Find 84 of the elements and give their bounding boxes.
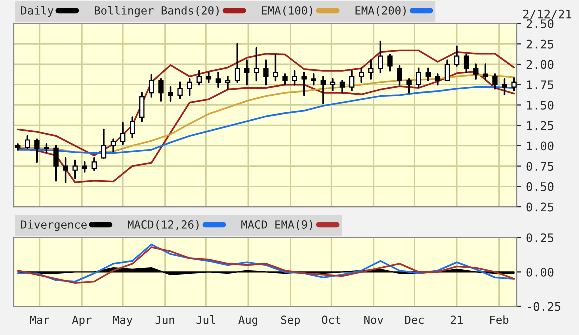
x-tick-label: Sep — [281, 316, 300, 326]
x-tick-label: Mar — [30, 316, 50, 324]
candlestick — [359, 68, 364, 84]
candlestick — [168, 86, 174, 102]
x-tick-label: Aug — [238, 316, 258, 326]
candlestick — [130, 116, 136, 139]
x-tick-label: Jul — [196, 316, 216, 324]
legend-label: EMA(200) — [356, 6, 406, 16]
legend-label: Bollinger Bands(20) — [95, 6, 219, 18]
y-tick-label: 1.50 — [527, 100, 554, 110]
legend-label: Daily — [21, 6, 54, 18]
legend-label: MACD EMA(9) — [242, 220, 312, 230]
candlestick — [225, 76, 231, 90]
candlestick — [149, 74, 154, 98]
x-tick-label: 21 — [451, 316, 463, 324]
candlestick — [416, 68, 422, 88]
y-tick-label: -0.25 — [528, 302, 561, 312]
y-tick-label: 1.25 — [527, 121, 554, 130]
candlestick — [282, 73, 288, 86]
y-tick-label: 1.00 — [527, 142, 554, 151]
candlestick — [140, 92, 145, 122]
candlestick — [92, 157, 98, 172]
legend-label: Divergence — [21, 220, 87, 232]
y-tick-label: 0.25 — [526, 202, 554, 212]
candlestick — [330, 78, 336, 92]
y-tick-label: 2.00 — [526, 60, 554, 70]
candlestick — [216, 72, 222, 88]
candlestick — [483, 64, 488, 80]
candlestick — [196, 70, 202, 86]
x-tick-label: Oct — [322, 316, 341, 324]
candlestick — [397, 65, 402, 86]
line-series — [17, 50, 516, 157]
text: 2/12/21 — [523, 10, 572, 20]
legend-label: EMA(100) — [262, 6, 312, 16]
candlestick — [502, 78, 508, 96]
candlestick — [72, 160, 78, 180]
candlestick — [444, 60, 450, 82]
x-tick-label: Nov — [364, 316, 384, 324]
candlestick — [178, 82, 183, 100]
candlestick — [110, 138, 116, 152]
y-tick-label: 0.75 — [526, 162, 554, 171]
candlestick — [120, 122, 126, 146]
y-tick-label: 0.25 — [526, 234, 554, 243]
candlestick — [492, 73, 498, 90]
candlestick — [101, 128, 107, 159]
candlestick — [302, 72, 307, 96]
x-tick-label: Jun — [156, 316, 174, 324]
candlestick — [426, 68, 431, 82]
candlestick — [206, 72, 212, 84]
y-tick-label: 0.00 — [526, 268, 554, 277]
candlestick — [158, 78, 164, 102]
x-tick-label: Dec — [405, 316, 424, 324]
candlestick — [388, 54, 393, 72]
y-tick-label: 0.50 — [526, 182, 554, 192]
candlestick — [378, 40, 384, 74]
candlestick — [454, 46, 460, 67]
candlestick — [292, 70, 298, 86]
y-tick-label: 2.25 — [526, 40, 554, 49]
candlestick — [82, 161, 88, 173]
candlestick — [25, 135, 30, 150]
candlestick — [254, 47, 260, 82]
candlestick — [273, 54, 278, 82]
candlestick — [340, 80, 346, 94]
x-tick-label: Feb — [490, 316, 509, 324]
candlestick — [264, 60, 269, 86]
candlestick — [435, 73, 441, 86]
x-tick-label: May — [113, 316, 133, 326]
y-tick-label: 2.50 — [526, 20, 554, 28]
candlestick — [234, 43, 240, 84]
candlestick — [34, 138, 40, 164]
candlestick — [349, 70, 355, 92]
candlestick — [320, 76, 326, 104]
candlestick — [368, 60, 374, 80]
candlestick — [54, 145, 59, 182]
candlestick — [187, 78, 192, 96]
candlestick — [63, 157, 68, 184]
y-tick-label: 1.75 — [527, 80, 554, 90]
legend-label: MACD(12,26) — [128, 220, 199, 230]
candlestick — [474, 64, 479, 80]
candlestick — [311, 73, 316, 86]
x-tick-label: Apr — [72, 316, 92, 326]
candlestick — [244, 60, 250, 86]
candlestick — [406, 78, 412, 94]
candlestick — [464, 54, 470, 74]
